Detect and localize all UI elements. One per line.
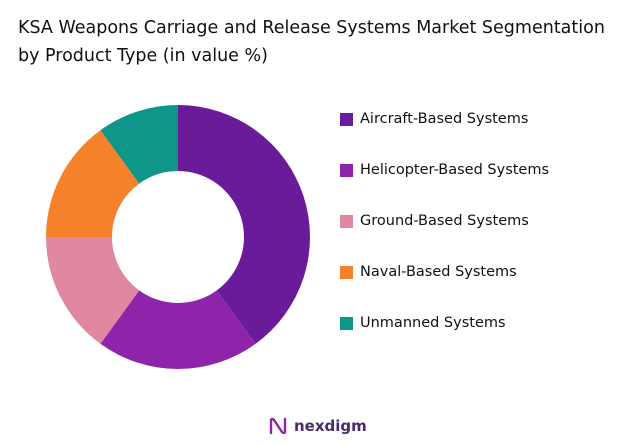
legend-item: Ground-Based Systems	[340, 213, 529, 229]
slice-naval-based-systems	[46, 130, 140, 237]
legend-item: Naval-Based Systems	[340, 264, 517, 280]
chart-title: KSA Weapons Carriage and Release Systems…	[18, 18, 605, 66]
slice-aircraft-based-systems	[178, 105, 311, 344]
nexdigm-logo-icon	[269, 417, 287, 435]
nexdigm-logo: nexdigm	[268, 416, 367, 436]
legend-label: Naval-Based Systems	[360, 264, 517, 280]
logo-text: nexdigm	[294, 417, 367, 435]
legend-swatch	[340, 163, 353, 177]
slice-ground-based-systems	[46, 237, 140, 344]
legend-item: Aircraft-Based Systems	[340, 111, 528, 127]
legend-item: Unmanned Systems	[340, 315, 506, 331]
legend-swatch	[340, 112, 353, 126]
legend-swatch	[340, 316, 353, 330]
legend-swatch	[340, 265, 353, 279]
legend-label: Unmanned Systems	[360, 315, 506, 331]
slice-unmanned-systems	[100, 105, 178, 184]
slice-helicopter-based-systems	[100, 290, 256, 370]
legend-swatch	[340, 214, 353, 228]
legend-label: Aircraft-Based Systems	[360, 111, 529, 127]
legend-label: Helicopter-Based Systems	[360, 162, 550, 178]
legend-label: Ground-Based Systems	[360, 213, 529, 229]
legend-item: Helicopter-Based Systems	[340, 162, 549, 178]
